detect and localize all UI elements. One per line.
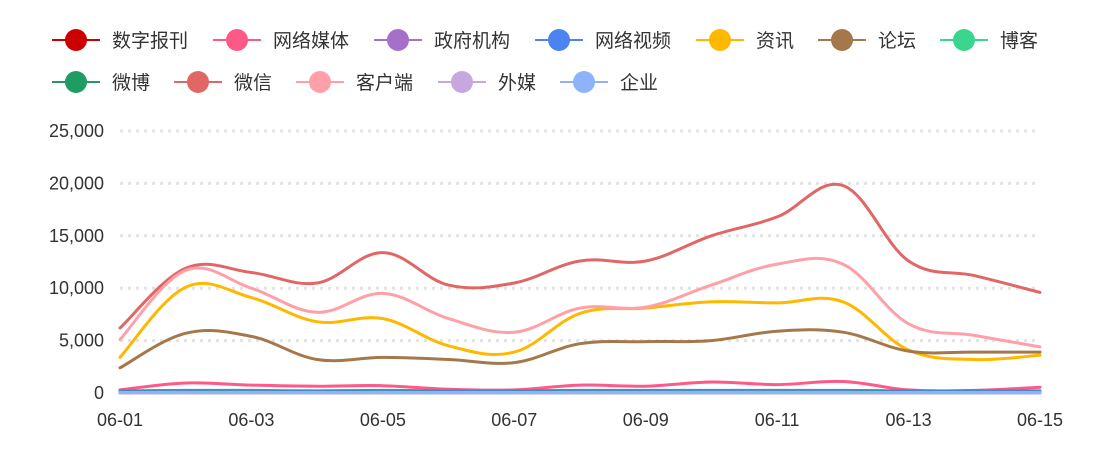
- legend-marker: [451, 71, 473, 93]
- legend-label: 政府机构: [434, 30, 510, 52]
- legend-label: 博客: [1000, 30, 1038, 52]
- legend-item-0[interactable]: 数字报刊: [52, 29, 188, 52]
- legend-label: 论坛: [878, 30, 916, 52]
- legend-item-1[interactable]: 网络媒体: [213, 29, 349, 52]
- y-tick-label: 15,000: [49, 226, 104, 246]
- legend-marker: [953, 29, 975, 51]
- legend-marker: [831, 29, 853, 51]
- legend-item-7[interactable]: 微博: [52, 71, 150, 94]
- legend-marker: [309, 71, 331, 93]
- legend-marker: [65, 71, 87, 93]
- legend-label: 微信: [234, 72, 272, 94]
- x-tick-label: 06-05: [360, 410, 406, 430]
- legend-item-8[interactable]: 微信: [174, 71, 272, 94]
- legend-item-9[interactable]: 客户端: [296, 71, 413, 94]
- y-axis: 0 5,000 10,000 15,000 20,000 25,000: [49, 121, 1040, 403]
- legend-marker: [548, 29, 570, 51]
- legend-item-5[interactable]: 论坛: [818, 29, 916, 52]
- x-tick-label: 06-13: [886, 410, 932, 430]
- legend-label: 数字报刊: [112, 30, 188, 52]
- x-axis: 06-01 06-03 06-05 06-07 06-09 06-11 06-13 06-15: [97, 410, 1063, 430]
- legend-item-10[interactable]: 外媒: [438, 71, 536, 94]
- y-tick-label: 20,000: [49, 173, 104, 193]
- legend-marker: [187, 71, 209, 93]
- legend-marker: [573, 71, 595, 93]
- x-tick-label: 06-15: [1017, 410, 1063, 430]
- y-tick-label: 5,000: [59, 331, 104, 351]
- legend-label: 企业: [620, 72, 658, 94]
- legend-marker: [65, 29, 87, 51]
- y-tick-label: 0: [94, 383, 104, 403]
- legend-item-2[interactable]: 政府机构: [374, 29, 510, 52]
- legend-label: 微博: [112, 72, 150, 94]
- grid-lines: [120, 129, 1040, 343]
- series-line-4: [118, 281, 1042, 362]
- legend-item-4[interactable]: 资讯: [696, 29, 794, 52]
- x-tick-label: 06-01: [97, 410, 143, 430]
- x-tick-label: 06-09: [623, 410, 669, 430]
- legend-label: 资讯: [756, 30, 794, 52]
- legend-marker: [709, 29, 731, 51]
- legend-marker: [387, 29, 409, 51]
- x-tick-label: 06-03: [228, 410, 274, 430]
- y-tick-label: 10,000: [49, 278, 104, 298]
- legend-label: 外媒: [498, 72, 536, 94]
- series-line-1: [118, 379, 1042, 393]
- legend-marker: [226, 29, 248, 51]
- legend-label: 网络媒体: [273, 30, 349, 52]
- legend-item-3[interactable]: 网络视频: [535, 29, 671, 52]
- legend-item-11[interactable]: 企业: [560, 71, 658, 94]
- x-tick-label: 06-07: [491, 410, 537, 430]
- series-line-8: [118, 182, 1042, 330]
- legend-label: 网络视频: [595, 30, 671, 52]
- series-line-9: [118, 256, 1042, 349]
- legend-item-6[interactable]: 博客: [940, 29, 1038, 52]
- legend-label: 客户端: [356, 72, 413, 94]
- series-lines: [118, 182, 1042, 395]
- series-line-5: [118, 328, 1042, 370]
- x-tick-label: 06-11: [755, 410, 800, 430]
- y-tick-label: 25,000: [49, 121, 104, 141]
